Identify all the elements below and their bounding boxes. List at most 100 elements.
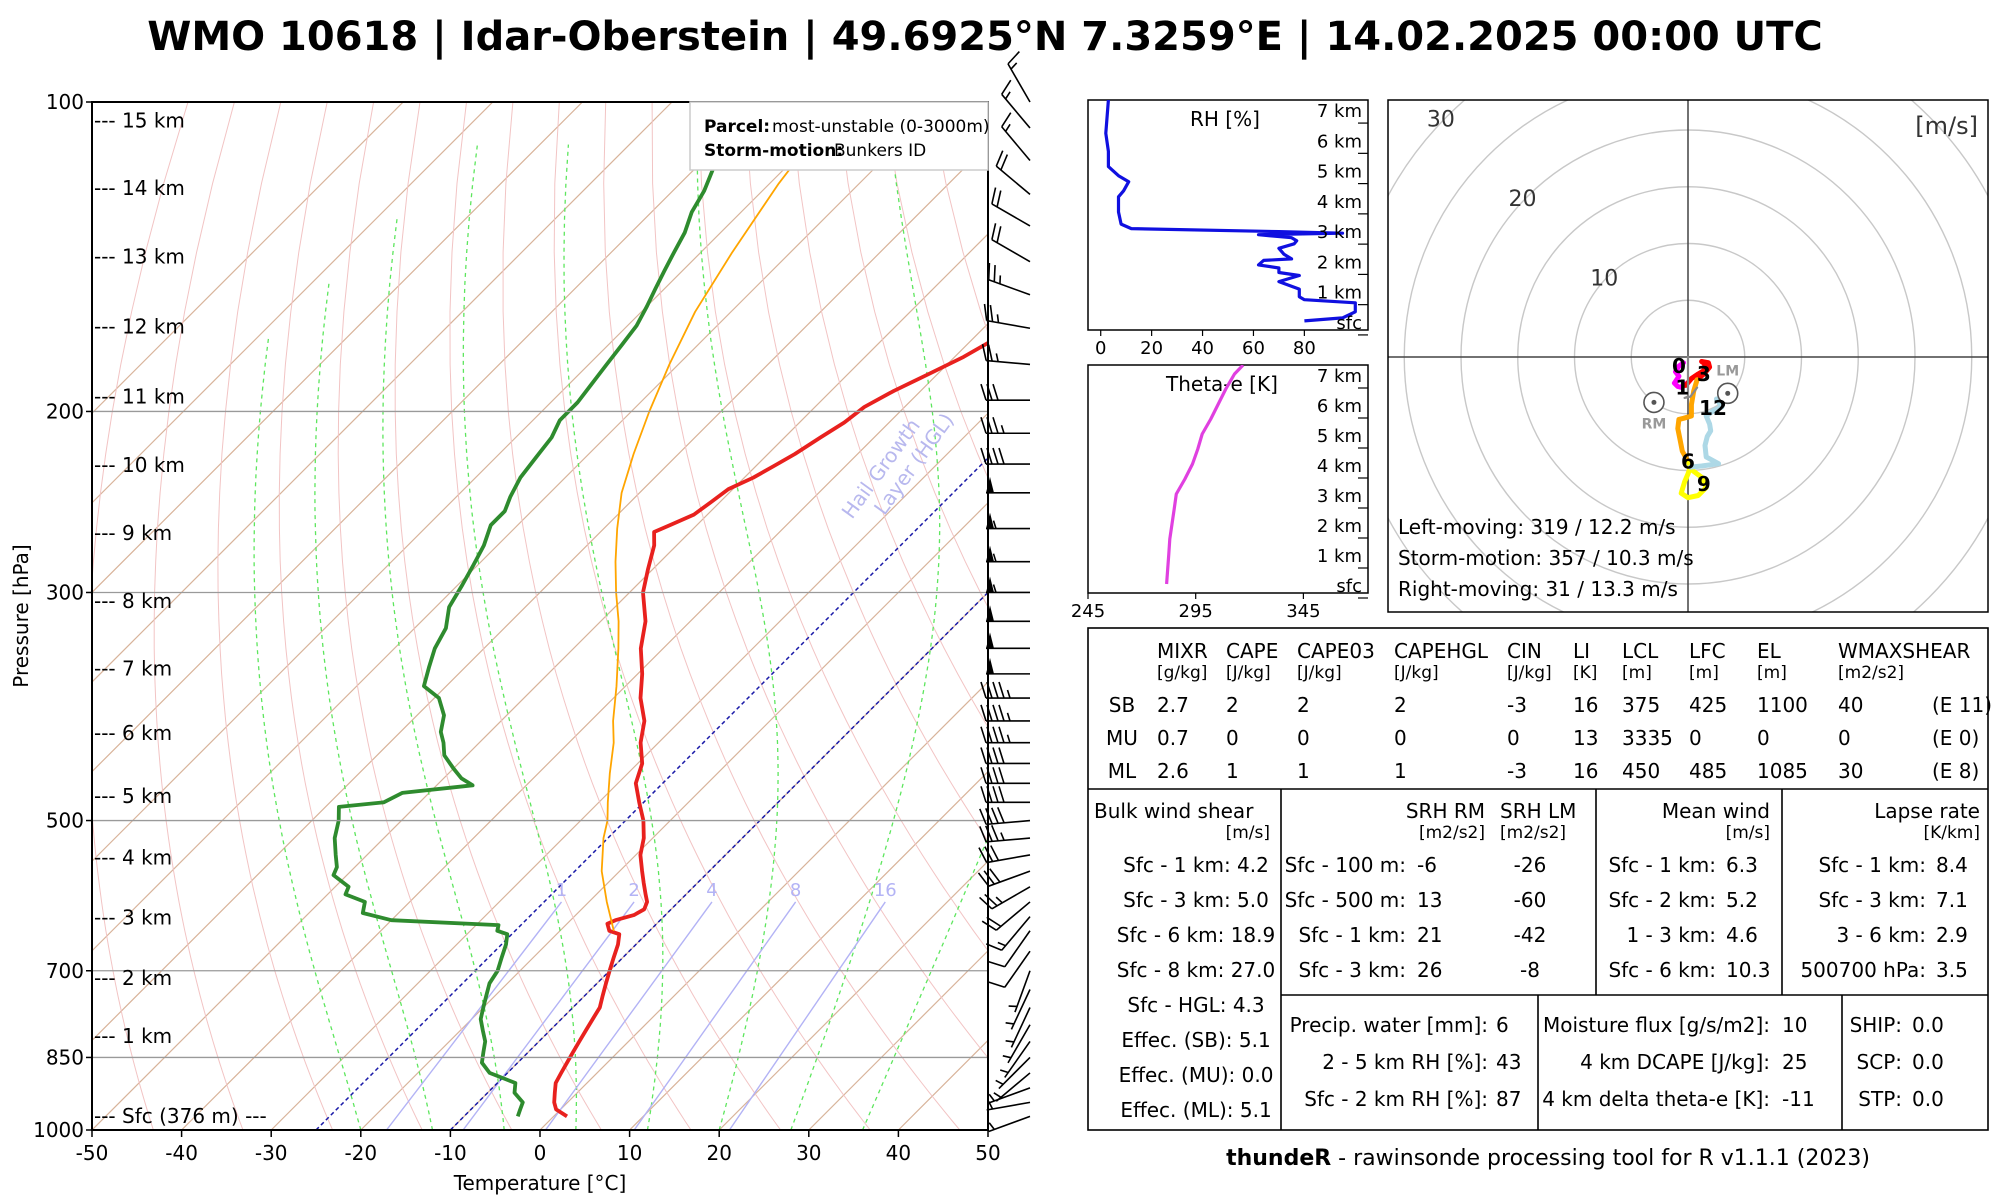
mixing-ratio-label: 4 bbox=[706, 880, 717, 901]
barb-staff bbox=[1010, 989, 1031, 1030]
barb-full bbox=[984, 893, 998, 907]
bulk-shear-row: Sfc - 8 km: 27.0 bbox=[1117, 958, 1275, 982]
x-tick-label: 80 bbox=[1293, 338, 1316, 359]
parcel-cell: 0 bbox=[1297, 726, 1310, 750]
height-tick-label: 2 km bbox=[1317, 516, 1362, 537]
wind-barb bbox=[981, 901, 1031, 931]
lapse-rate-label: 3 - 6 km: bbox=[1836, 923, 1926, 947]
lapse-rate-label: Sfc - 3 km: bbox=[1818, 888, 1926, 912]
mean-wind-title: Mean wind bbox=[1662, 799, 1770, 823]
isotherm-line bbox=[629, 770, 988, 1130]
p-tick-label: 850 bbox=[46, 1045, 84, 1069]
wind-barb bbox=[1007, 51, 1031, 103]
parcel-col-unit: [J/kg] bbox=[1226, 663, 1271, 683]
barb-full bbox=[998, 726, 1005, 743]
barb-staff bbox=[991, 203, 1031, 227]
wind-barb bbox=[986, 632, 1030, 650]
barb-half bbox=[996, 314, 1000, 323]
barb-half bbox=[1005, 1022, 1015, 1025]
wind-barb bbox=[979, 825, 1031, 843]
x-tick-label: -10 bbox=[434, 1141, 467, 1165]
wind-barb bbox=[1001, 112, 1031, 162]
legend-storm-key: Storm-motion: bbox=[704, 141, 843, 161]
wind-barb bbox=[987, 262, 1031, 296]
wind-barb bbox=[986, 512, 1030, 530]
barb-full bbox=[991, 187, 997, 205]
isotherm-line bbox=[360, 501, 988, 1130]
parcel-row-label: MU bbox=[1106, 726, 1138, 750]
srh-lm-value: -8 bbox=[1520, 958, 1540, 982]
barb-staff bbox=[1007, 63, 1031, 103]
barb-staff bbox=[1004, 1040, 1031, 1078]
dry-adiabat bbox=[744, 102, 988, 842]
parameter-tables: MIXR CAPE CAPE03 CAPEHGL CIN LI LCL LFC EL WMAXSH… bbox=[1087, 627, 1992, 1131]
bulk-shear-row: Effec. (MU): 0.0 bbox=[1119, 1063, 1274, 1087]
barb-full bbox=[996, 806, 1005, 824]
height-label: --- 14 km bbox=[94, 176, 185, 200]
parcel-col-unit: [J/kg] bbox=[1297, 663, 1342, 683]
height-label: --- 12 km bbox=[94, 315, 185, 339]
wind-barb bbox=[988, 930, 1031, 968]
height-label: --- 10 km bbox=[94, 453, 185, 477]
x-tick-label: 245 bbox=[1071, 601, 1105, 622]
barb-staff bbox=[986, 1101, 1031, 1111]
x-tick-label: -50 bbox=[76, 1141, 109, 1165]
barb-full bbox=[980, 747, 987, 764]
barb-half bbox=[1000, 832, 1005, 841]
moisture-label: 2 - 5 km RH [%]: bbox=[1322, 1050, 1488, 1074]
composite-label: STP: bbox=[1858, 1087, 1902, 1111]
panel-series-theta-e bbox=[1165, 365, 1245, 585]
barb-half bbox=[1000, 425, 1005, 434]
moisture-value: 6 bbox=[1496, 1013, 1509, 1037]
mean-wind-value: 5.2 bbox=[1726, 888, 1758, 912]
barb-pennant bbox=[986, 545, 994, 562]
figure-title: WMO 10618 | Idar-Oberstein | 49.6925°N 7… bbox=[147, 14, 1823, 60]
bulk-shear-row: Sfc - HGL: 4.3 bbox=[1127, 993, 1264, 1017]
isotherm-line bbox=[181, 322, 988, 1130]
barb-full bbox=[979, 808, 987, 825]
barb-full bbox=[986, 447, 993, 465]
parcel-col-header: MIXR bbox=[1157, 639, 1208, 663]
wind-barb bbox=[1001, 79, 1031, 129]
mixing-ratio-label: 1 bbox=[556, 880, 567, 901]
barb-full bbox=[998, 747, 1005, 764]
height-tick-label: 4 km bbox=[1317, 192, 1362, 213]
parcel-cell: -3 bbox=[1507, 759, 1527, 783]
height-tick-label: 6 km bbox=[1317, 131, 1362, 152]
mixing-ratio-line bbox=[633, 901, 797, 1130]
wind-barb bbox=[980, 417, 1030, 435]
isotherm-line bbox=[718, 860, 988, 1130]
mixing-ratio-line bbox=[385, 901, 563, 1130]
parcel-cell: 0 bbox=[1226, 726, 1239, 750]
parcel-col-unit: [m] bbox=[1757, 663, 1787, 683]
barb-full bbox=[989, 868, 1001, 883]
footer-brand: thundeR bbox=[1226, 1146, 1332, 1171]
isotherm-line bbox=[449, 591, 988, 1130]
barb-staff bbox=[988, 278, 1031, 296]
mean-wind-value: 6.3 bbox=[1726, 853, 1758, 877]
wind-barb bbox=[1002, 1024, 1031, 1064]
parcel-row-label: ML bbox=[1108, 759, 1137, 783]
barb-pennant bbox=[986, 605, 994, 622]
barb-full bbox=[979, 896, 993, 910]
barb-full bbox=[987, 262, 991, 280]
barb-pennant bbox=[986, 657, 994, 674]
skewt-frame bbox=[91, 101, 989, 1131]
barb-half bbox=[1004, 91, 1011, 100]
height-label: --- 11 km bbox=[94, 385, 185, 409]
lapse-rate-value: 8.4 bbox=[1936, 853, 1968, 877]
barb-half bbox=[1006, 689, 1011, 699]
barb-full bbox=[990, 845, 1000, 861]
height-label: --- 6 km bbox=[94, 721, 172, 745]
x-tick-label: -30 bbox=[255, 1141, 288, 1165]
hodo-frame bbox=[1387, 99, 1989, 613]
isotherm-line bbox=[92, 102, 942, 952]
isotherm-line bbox=[92, 143, 988, 1042]
parcel-col-unit: [J/kg] bbox=[1394, 663, 1439, 683]
flux-value: 10 bbox=[1782, 1013, 1807, 1037]
mean-wind-value: 4.6 bbox=[1726, 923, 1758, 947]
barb-staff bbox=[986, 837, 1031, 843]
parcel-cell: 485 bbox=[1689, 759, 1727, 783]
srh-row-label: Sfc - 1 km: bbox=[1298, 923, 1406, 947]
barb-full bbox=[979, 826, 987, 843]
